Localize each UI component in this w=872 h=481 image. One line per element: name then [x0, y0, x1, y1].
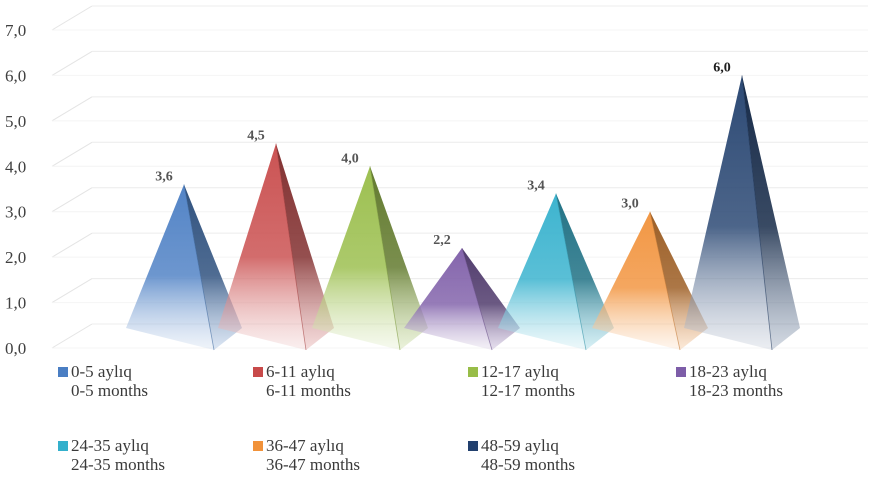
gridline-depth — [51, 232, 93, 258]
pyramid-face-right — [742, 75, 800, 350]
legend-swatch — [253, 441, 263, 451]
pyramid-chart: 0,0 1,0 2,0 3,0 4,0 5,0 6,0 7,0 3,6 4,5 4,0 2,2 3,4… — [5, 5, 868, 358]
pyramid-edge — [275, 143, 307, 351]
gridline-depth — [51, 96, 93, 122]
legend-swatch — [58, 441, 68, 451]
pyramid-face-right — [556, 193, 614, 350]
legend-label: 24-35 aylıq — [71, 436, 149, 455]
value-label: 4,0 — [341, 151, 359, 166]
pyramid-face-right — [370, 166, 428, 350]
gridline-depth — [51, 50, 93, 76]
value-label: 6,0 — [713, 60, 731, 75]
pyramid-face-left — [404, 248, 492, 350]
legend-sublabel: 6-11 months — [266, 381, 351, 400]
pyramid-6 — [684, 75, 800, 351]
legend-label: 18-23 aylıq — [689, 362, 767, 381]
pyramid-edge — [741, 75, 773, 351]
pyramid-face-left — [498, 193, 586, 350]
value-label: 3,4 — [527, 179, 545, 194]
y-tick-label: 5,0 — [5, 112, 26, 131]
value-labels: 3,6 4,5 4,0 2,2 3,4 3,0 6,0 — [155, 60, 731, 248]
legend-swatch — [676, 367, 686, 377]
pyramid-face-left — [684, 75, 772, 350]
y-tick-label: 6,0 — [5, 66, 26, 85]
legend-item-36-47: 36-47 aylıq 36-47 months — [253, 436, 360, 474]
legend-sublabel: 12-17 months — [481, 381, 575, 400]
legend-label: 12-17 aylıq — [481, 362, 559, 381]
pyramid-3 — [404, 247, 520, 351]
gridline-depth — [51, 323, 93, 349]
legend-swatch — [468, 367, 478, 377]
legend-swatch — [468, 441, 478, 451]
pyramid-edge — [369, 166, 401, 351]
legend-sublabel: 36-47 months — [266, 455, 360, 474]
legend-item-48-59: 48-59 aylıq 48-59 months — [468, 436, 575, 474]
legend-label: 0-5 aylıq — [71, 362, 132, 381]
pyramid-edge — [555, 193, 587, 351]
pyramid-edge — [461, 247, 493, 351]
legend-sublabel: 24-35 months — [71, 455, 165, 474]
pyramid-edge — [649, 211, 681, 351]
legend-label: 48-59 aylıq — [481, 436, 559, 455]
legend-sublabel: 48-59 months — [481, 455, 575, 474]
pyramids — [126, 75, 800, 351]
pyramid-1 — [218, 143, 334, 351]
value-label: 2,2 — [433, 233, 451, 248]
pyramid-face-left — [126, 184, 214, 350]
legend-label: 6-11 aylıq — [266, 362, 335, 381]
y-tick-label: 4,0 — [5, 157, 26, 176]
y-tick-label: 2,0 — [5, 248, 26, 267]
legend-label: 36-47 aylıq — [266, 436, 344, 455]
pyramid-face-left — [218, 143, 306, 350]
pyramid-face-left — [312, 166, 400, 350]
value-label: 3,0 — [621, 197, 639, 212]
y-tick-label: 0,0 — [5, 339, 26, 358]
gridline-depth — [51, 278, 93, 304]
legend-item-18-23: 18-23 aylıq 18-23 months — [676, 362, 783, 400]
legend-item-12-17: 12-17 aylıq 12-17 months — [468, 362, 575, 400]
y-tick-label: 1,0 — [5, 294, 26, 313]
y-tick-label: 3,0 — [5, 203, 26, 222]
value-label: 3,6 — [155, 169, 173, 184]
legend-swatch — [58, 367, 68, 377]
y-tick-label: 7,0 — [5, 21, 26, 40]
legend-sublabel: 0-5 months — [71, 381, 148, 400]
y-axis-ticks: 0,0 1,0 2,0 3,0 4,0 5,0 6,0 7,0 — [5, 21, 26, 358]
pyramid-face-right — [276, 143, 334, 350]
gridline-depth — [51, 187, 93, 213]
pyramid-edge — [183, 184, 215, 351]
pyramid-4 — [498, 193, 614, 351]
gridline-depth — [51, 5, 93, 31]
legend-swatch — [253, 367, 263, 377]
legend-sublabel: 18-23 months — [689, 381, 783, 400]
gridline-depth — [51, 141, 93, 167]
value-label: 4,5 — [247, 129, 265, 144]
legend-item-0-5: 0-5 aylıq 0-5 months — [58, 362, 148, 400]
pyramid-face-left — [592, 211, 680, 350]
legend-item-24-35: 24-35 aylıq 24-35 months — [58, 436, 165, 474]
pyramid-2 — [312, 166, 428, 351]
legend-item-6-11: 6-11 aylıq 6-11 months — [253, 362, 351, 400]
